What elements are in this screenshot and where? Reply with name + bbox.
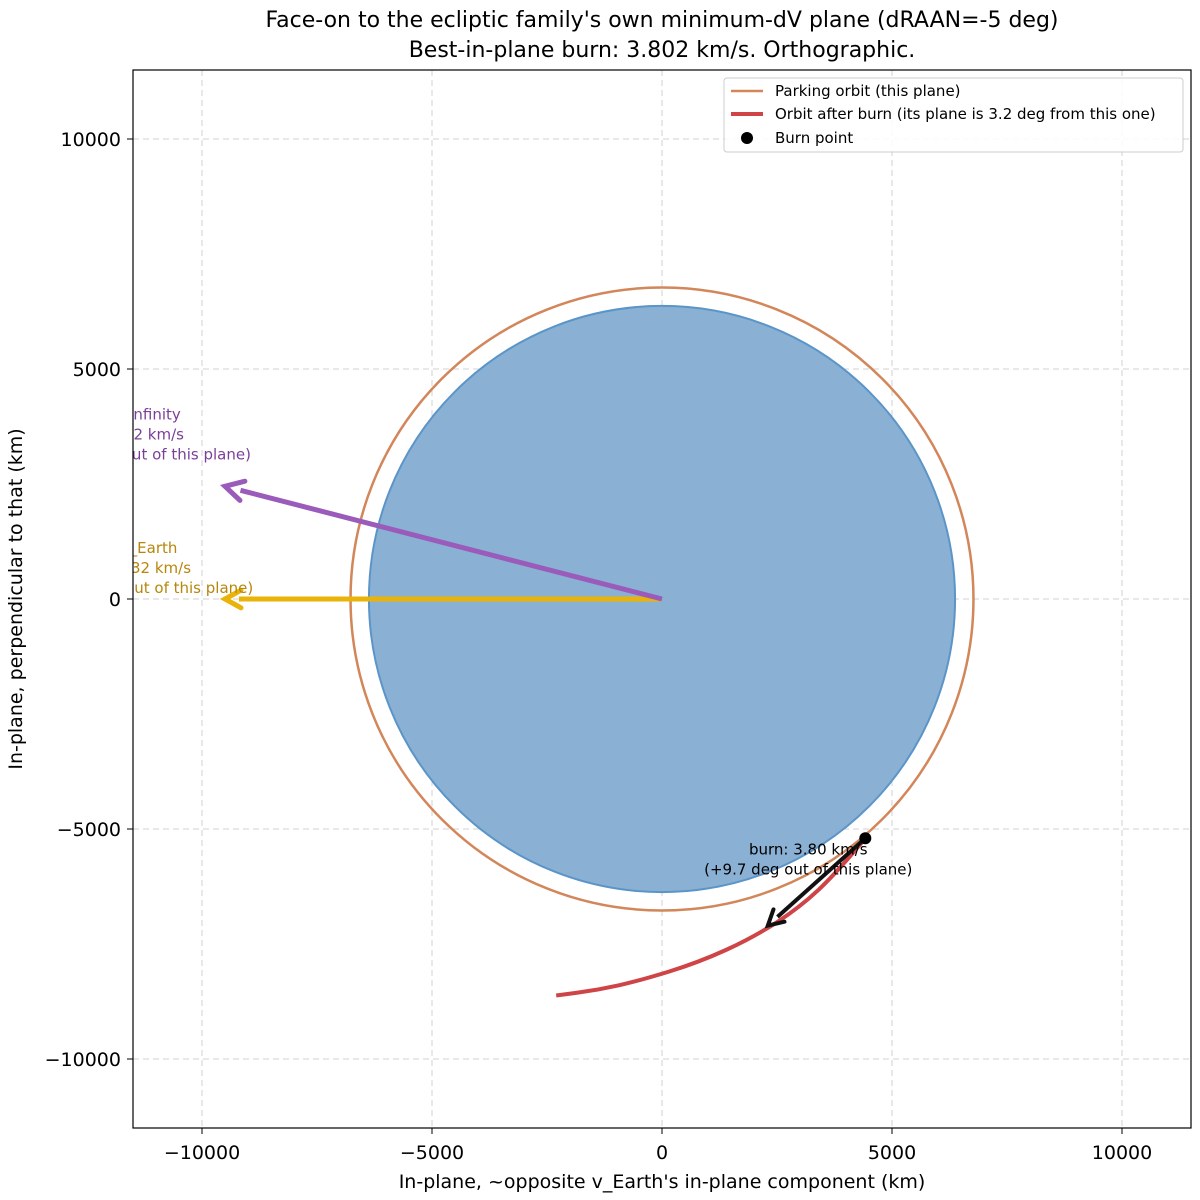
v-infinity-label: 3.62 km/s [110, 426, 185, 444]
v-earth-label: v_Earth [121, 539, 178, 558]
y-axis-label: In-plane, perpendicular to that (km) [5, 428, 27, 769]
y-tick-label: −5000 [57, 819, 121, 841]
v-earth-arrow-head [219, 587, 244, 611]
burn-point-marker [859, 832, 872, 845]
x-tick-label: 10000 [1092, 1142, 1152, 1164]
axis-ticks: −10000 −5000 0 5000 10000 −10000 −5000 0 5000 100… [45, 129, 1153, 1164]
y-tick-label: 5000 [73, 359, 121, 381]
y-tick-label: −10000 [45, 1049, 121, 1071]
burn-arrow-shaft [776, 836, 867, 919]
v-infinity-label: (+1.9 deg out of this plane) [43, 446, 251, 464]
legend-label-burn-point: Burn point [775, 129, 853, 147]
v-infinity-label: v_infinity [113, 406, 181, 425]
chart-title-line1: Face-on to the ecliptic family's own min… [265, 8, 1058, 33]
burn-label: (+9.7 deg out of this plane) [704, 860, 912, 878]
legend: Parking orbit (this plane) Orbit after b… [723, 77, 1184, 153]
x-axis-label: In-plane, ~opposite v_Earth's in-plane c… [399, 1171, 926, 1193]
chart-title-line2: Best-in-plane burn: 3.802 km/s. Orthogra… [409, 38, 916, 63]
y-tick-label: 10000 [61, 129, 121, 151]
legend-label-orbit-after-burn: Orbit after burn (its plane is 3.2 deg f… [775, 105, 1156, 123]
burn-arrow-head [764, 907, 787, 929]
burn-label: burn: 3.80 km/s [749, 840, 868, 858]
legend-swatch-burn-point [741, 132, 753, 144]
x-tick-label: −5000 [400, 1142, 464, 1164]
y-tick-label: 0 [109, 589, 121, 611]
legend-label-parking-orbit: Parking orbit (this plane) [775, 82, 961, 100]
x-tick-label: −10000 [164, 1142, 240, 1164]
legend-box [723, 77, 1184, 153]
orbit-after-burn-line [555, 836, 867, 998]
x-tick-label: 5000 [868, 1142, 916, 1164]
v-earth-label: 29.32 km/s [107, 559, 191, 577]
v-infinity-arrow-shaft [239, 487, 663, 602]
v-infinity-arrow-head [219, 478, 248, 503]
x-tick-label: 0 [656, 1142, 668, 1164]
v-earth-label: (+5.0 deg out of this plane) [45, 579, 253, 597]
